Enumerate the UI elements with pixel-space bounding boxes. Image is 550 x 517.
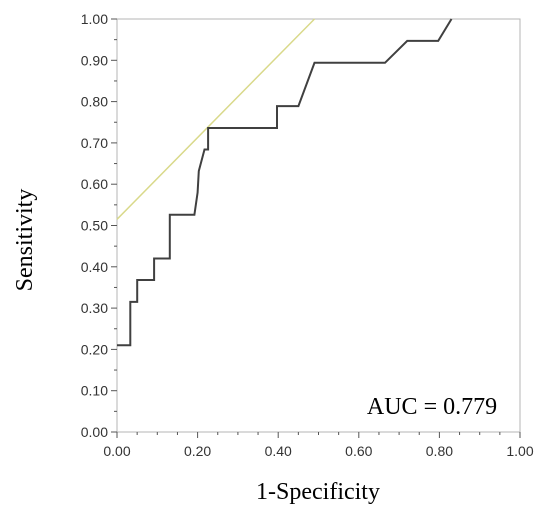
y-tick-label: 1.00 [81,11,108,27]
y-tick-label: 0.40 [81,259,108,275]
series-layer [116,18,453,347]
y-tick-label: 0.30 [81,300,108,316]
x-tick-label: 0.40 [265,443,292,459]
x-tick-label: 0.80 [426,443,453,459]
axis-ticks [111,18,521,438]
roc-curve-line [117,18,453,347]
plot-area [116,18,521,433]
y-axis-title: Sensitivity [12,189,38,292]
y-tick-label: 0.20 [81,341,108,357]
x-tick-label: 0.00 [103,443,130,459]
y-tick-label: 0.50 [81,218,108,234]
reference-line [116,18,316,220]
y-tick-label: 0.80 [81,94,108,110]
tick-labels: 0.00 0.10 0.20 0.30 0.40 0.50 0.60 0.70 0.80 0.90… [81,11,534,459]
y-tick-label: 0.90 [81,52,108,68]
y-tick-label: 0.00 [81,424,108,440]
y-tick-label: 0.70 [81,135,108,151]
x-axis-title: 1-Specificity [256,479,380,505]
auc-annotation: AUC = 0.779 [367,394,497,420]
y-tick-label: 0.60 [81,176,108,192]
y-tick-label: 0.10 [81,383,108,399]
x-tick-label: 1.00 [506,443,533,459]
x-tick-label: 0.60 [345,443,372,459]
auc-annotation-box [340,382,518,430]
x-tick-label: 0.20 [184,443,211,459]
